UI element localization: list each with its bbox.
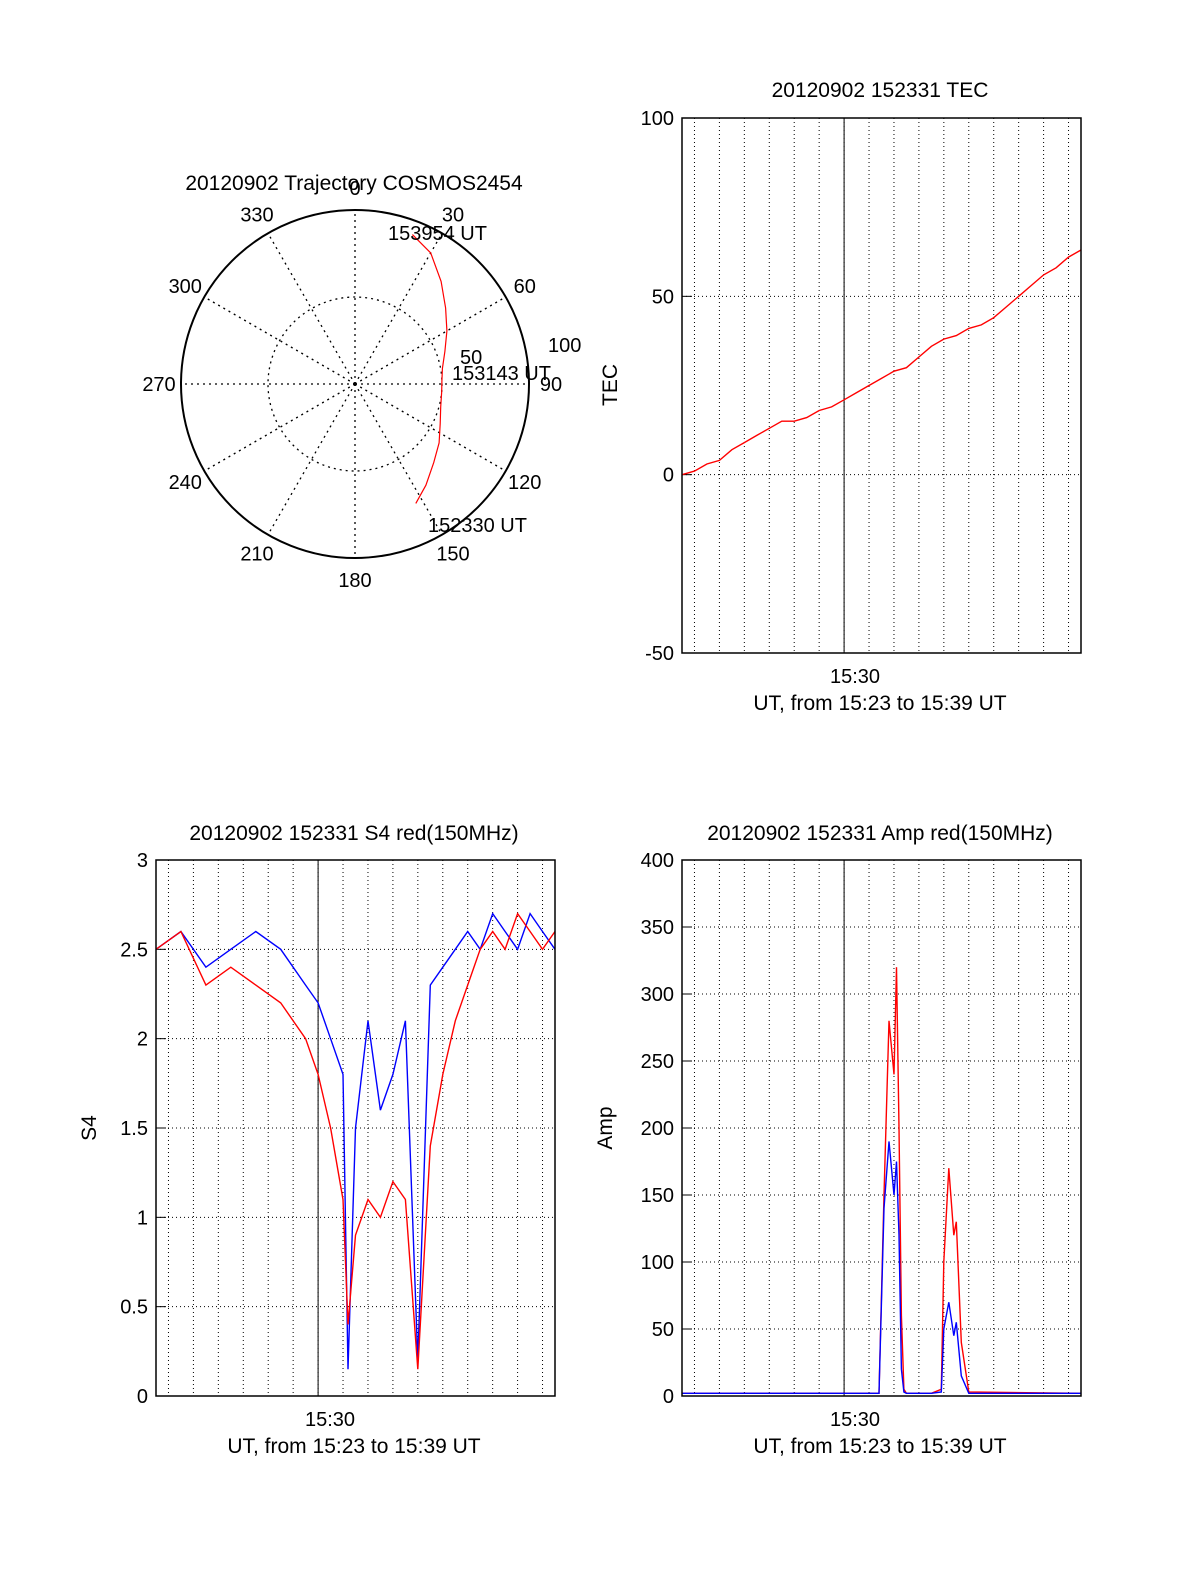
- polar-outer-circle: [180, 209, 530, 559]
- y-tick-label: 1: [137, 1207, 148, 1229]
- y-tick-label: 250: [641, 1051, 674, 1073]
- series-line-red: [681, 249, 1082, 476]
- tec-plot-area: -50 0 50 100: [641, 108, 1082, 665]
- y-tick-label: 150: [641, 1185, 674, 1207]
- series-line-blue: [155, 912, 556, 1370]
- azimuth-label: 0: [349, 178, 360, 200]
- plot-frame: [155, 859, 556, 1397]
- trajectory-start-label: 152330 UT: [428, 515, 527, 537]
- trajectory-mid-label: 153143 UT: [452, 363, 551, 385]
- azimuth-label: 180: [338, 570, 371, 592]
- y-tick-label: 200: [641, 1118, 674, 1140]
- y-tick-label: 400: [641, 850, 674, 872]
- y-tick-label: 0: [137, 1386, 148, 1408]
- azimuth-label: 150: [436, 544, 469, 566]
- y-tick-label: 0: [663, 465, 674, 487]
- azimuth-label: 330: [240, 204, 273, 226]
- y-tick-label: 100: [641, 108, 674, 130]
- polar-azimuth-labels: 0 30 60 90 120 150 180 210 240 270 300 330: [142, 178, 562, 592]
- s4-panel: 20120902 152331 S4 red(150MHz) 0 0.5 1 1.5 2…: [78, 822, 556, 1458]
- x-tick-label: 15:30: [830, 666, 880, 688]
- chart-title: 20120902 Trajectory COSMOS2454: [185, 172, 523, 195]
- polar-spoke: [354, 296, 507, 385]
- x-tick-label: 15:30: [305, 1409, 355, 1431]
- y-tick-label: 1.5: [120, 1118, 148, 1140]
- polar-spoke: [354, 232, 443, 385]
- y-tick-label: 350: [641, 917, 674, 939]
- y-axis-label: TEC: [599, 364, 622, 406]
- y-tick-label: 2: [137, 1029, 148, 1051]
- polar-spoke: [267, 383, 356, 536]
- y-tick-label: 100: [641, 1252, 674, 1274]
- radial-label-50: 50: [460, 347, 482, 369]
- y-axis-label: S4: [78, 1115, 101, 1141]
- tec-panel: 20120902 152331 TEC -50 0 50 100 15:30 UT, …: [599, 79, 1082, 715]
- plot-frame: [681, 859, 1082, 1397]
- chart-title: 20120902 152331 TEC: [772, 79, 989, 102]
- series-line-red: [682, 967, 1082, 1394]
- azimuth-label: 240: [169, 472, 202, 494]
- chart-title: 20120902 152331 Amp red(150MHz): [707, 822, 1053, 845]
- azimuth-label: 90: [540, 374, 562, 396]
- azimuth-label: 300: [169, 276, 202, 298]
- polar-trajectory-panel: 20120902 Trajectory COSMOS2454 0 30 60 90 12…: [142, 172, 581, 592]
- y-tick-label: 300: [641, 984, 674, 1006]
- amp-plot-area: 0 50 100 150 200 250 300 350 400: [641, 850, 1082, 1408]
- x-axis-label: UT, from 15:23 to 15:39 UT: [753, 1435, 1006, 1458]
- y-tick-label: 0.5: [120, 1297, 148, 1319]
- y-tick-label: 2.5: [120, 939, 148, 961]
- y-tick-label: -50: [645, 643, 674, 665]
- amp-panel: 20120902 152331 Amp red(150MHz) 0 50 100 15…: [594, 822, 1082, 1458]
- s4-plot-area: 0 0.5 1 1.5 2 2.5 3: [120, 850, 556, 1408]
- polar-spoke: [354, 383, 507, 472]
- series-line-red: [155, 912, 556, 1370]
- polar-grid: [181, 210, 529, 558]
- polar-spoke: [203, 383, 356, 472]
- chart-title: 20120902 152331 S4 red(150MHz): [189, 822, 518, 845]
- y-tick-label: 50: [652, 1319, 674, 1341]
- x-axis-label: UT, from 15:23 to 15:39 UT: [227, 1435, 480, 1458]
- y-tick-label: 50: [652, 286, 674, 308]
- azimuth-label: 30: [442, 204, 464, 226]
- x-tick-label: 15:30: [830, 1409, 880, 1431]
- x-axis-label: UT, from 15:23 to 15:39 UT: [753, 692, 1006, 715]
- series-line-blue: [682, 1141, 1081, 1394]
- y-tick-label: 3: [137, 850, 148, 872]
- trajectory-end-label: 153954 UT: [388, 223, 487, 245]
- trajectory-line: [411, 234, 448, 504]
- azimuth-label: 210: [240, 544, 273, 566]
- polar-spoke: [203, 296, 356, 385]
- azimuth-label: 120: [508, 472, 541, 494]
- azimuth-label: 60: [514, 276, 536, 298]
- azimuth-label: 270: [142, 374, 175, 396]
- polar-spoke: [354, 383, 443, 536]
- y-axis-label: Amp: [594, 1106, 617, 1149]
- radial-label-100: 100: [548, 335, 581, 357]
- y-tick-label: 0: [663, 1386, 674, 1408]
- polar-spoke: [267, 232, 356, 385]
- plot-frame: [681, 117, 1082, 654]
